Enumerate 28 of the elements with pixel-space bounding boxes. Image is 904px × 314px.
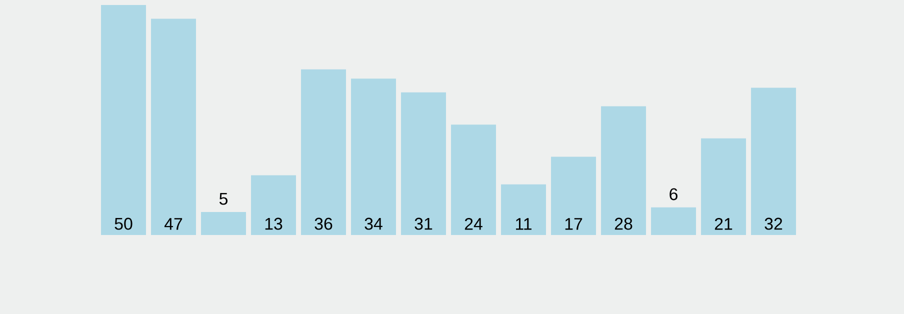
bar: [251, 175, 296, 235]
bar: [551, 156, 596, 235]
data-label: 5: [219, 192, 228, 205]
bar: [451, 124, 496, 235]
data-label: 21: [714, 218, 732, 230]
data-label: 11: [516, 218, 532, 230]
data-label: 47: [164, 218, 182, 230]
bar: [351, 78, 396, 235]
bar: [601, 106, 646, 235]
data-label: 50: [114, 218, 132, 230]
bar: [501, 184, 546, 235]
bar: [301, 69, 346, 235]
bar: [401, 92, 446, 235]
data-label: 6: [670, 188, 678, 200]
data-label: 31: [414, 218, 432, 230]
data-label: 32: [764, 218, 782, 230]
bar: [151, 18, 196, 235]
bar: [201, 212, 246, 235]
data-label: 36: [314, 218, 332, 230]
data-label: 34: [364, 218, 382, 230]
bar: [651, 207, 696, 235]
bar: [751, 88, 796, 235]
bar: [701, 138, 746, 235]
data-label: 28: [614, 218, 632, 230]
data-label: 13: [265, 218, 282, 230]
bar: [101, 5, 146, 235]
data-label: 24: [464, 218, 482, 230]
data-label: 17: [565, 218, 582, 230]
